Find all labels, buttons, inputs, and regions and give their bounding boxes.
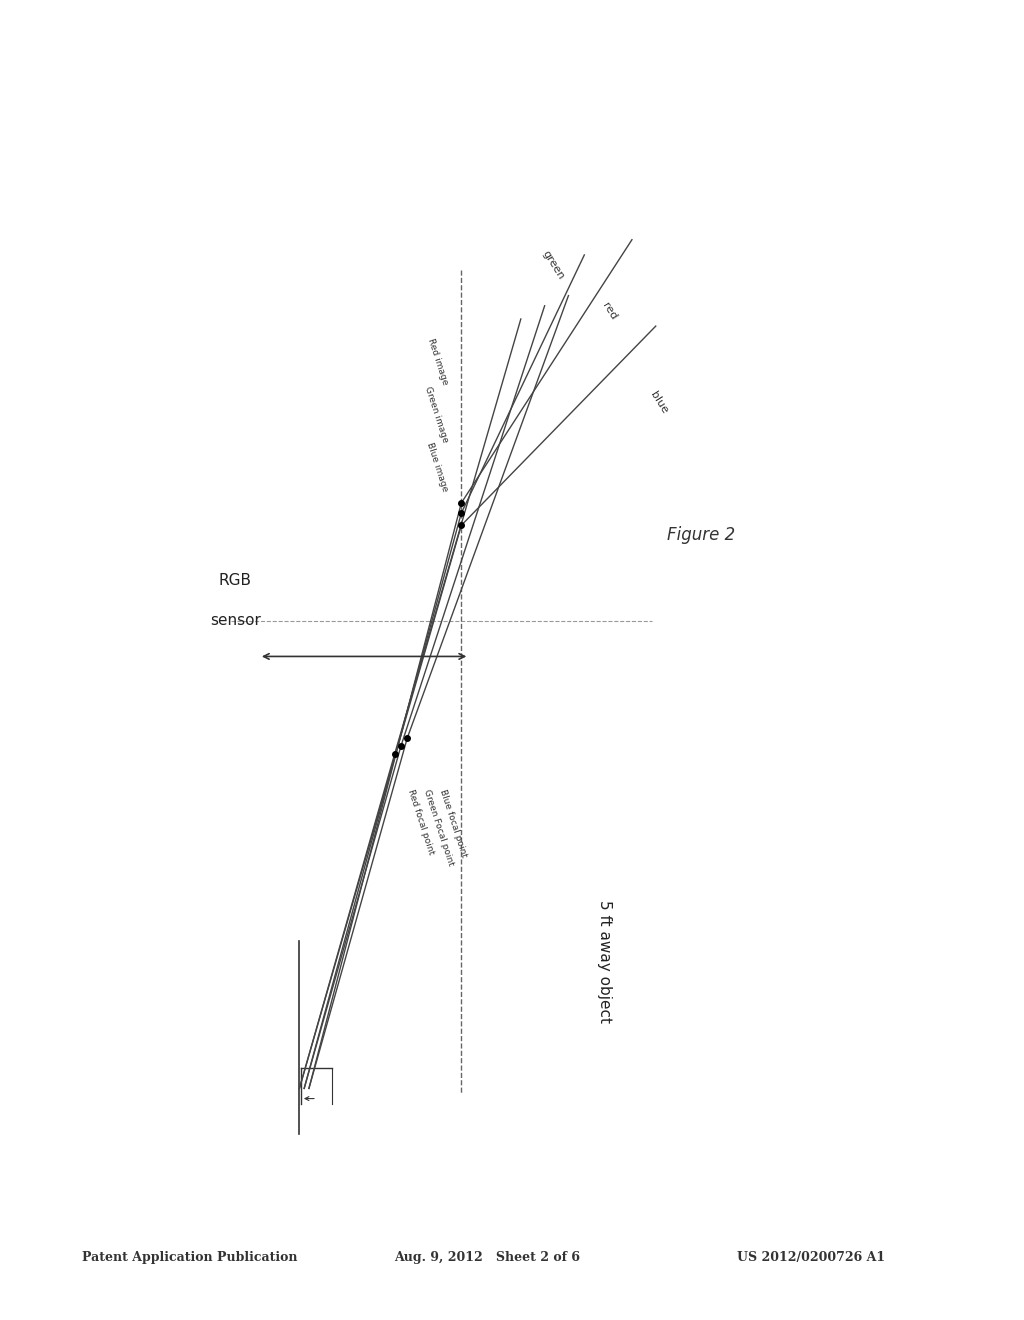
Text: Red focal point: Red focal point [406, 788, 435, 857]
Text: Red image: Red image [426, 338, 450, 385]
Text: Patent Application Publication: Patent Application Publication [82, 1250, 297, 1263]
Text: Aug. 9, 2012   Sheet 2 of 6: Aug. 9, 2012 Sheet 2 of 6 [394, 1250, 581, 1263]
Text: Figure 2: Figure 2 [668, 525, 735, 544]
Text: red: red [600, 301, 618, 321]
Text: Blue image: Blue image [425, 442, 450, 494]
Text: 5 ft away object: 5 ft away object [597, 900, 611, 1023]
Text: green: green [541, 248, 566, 281]
Text: Green image: Green image [423, 385, 450, 444]
Text: blue: blue [648, 389, 669, 416]
Text: Green Focal point: Green Focal point [422, 788, 455, 867]
Text: RGB: RGB [219, 573, 252, 587]
Text: US 2012/0200726 A1: US 2012/0200726 A1 [737, 1250, 886, 1263]
Text: sensor: sensor [210, 614, 260, 628]
Text: Blue focal point: Blue focal point [437, 788, 468, 859]
